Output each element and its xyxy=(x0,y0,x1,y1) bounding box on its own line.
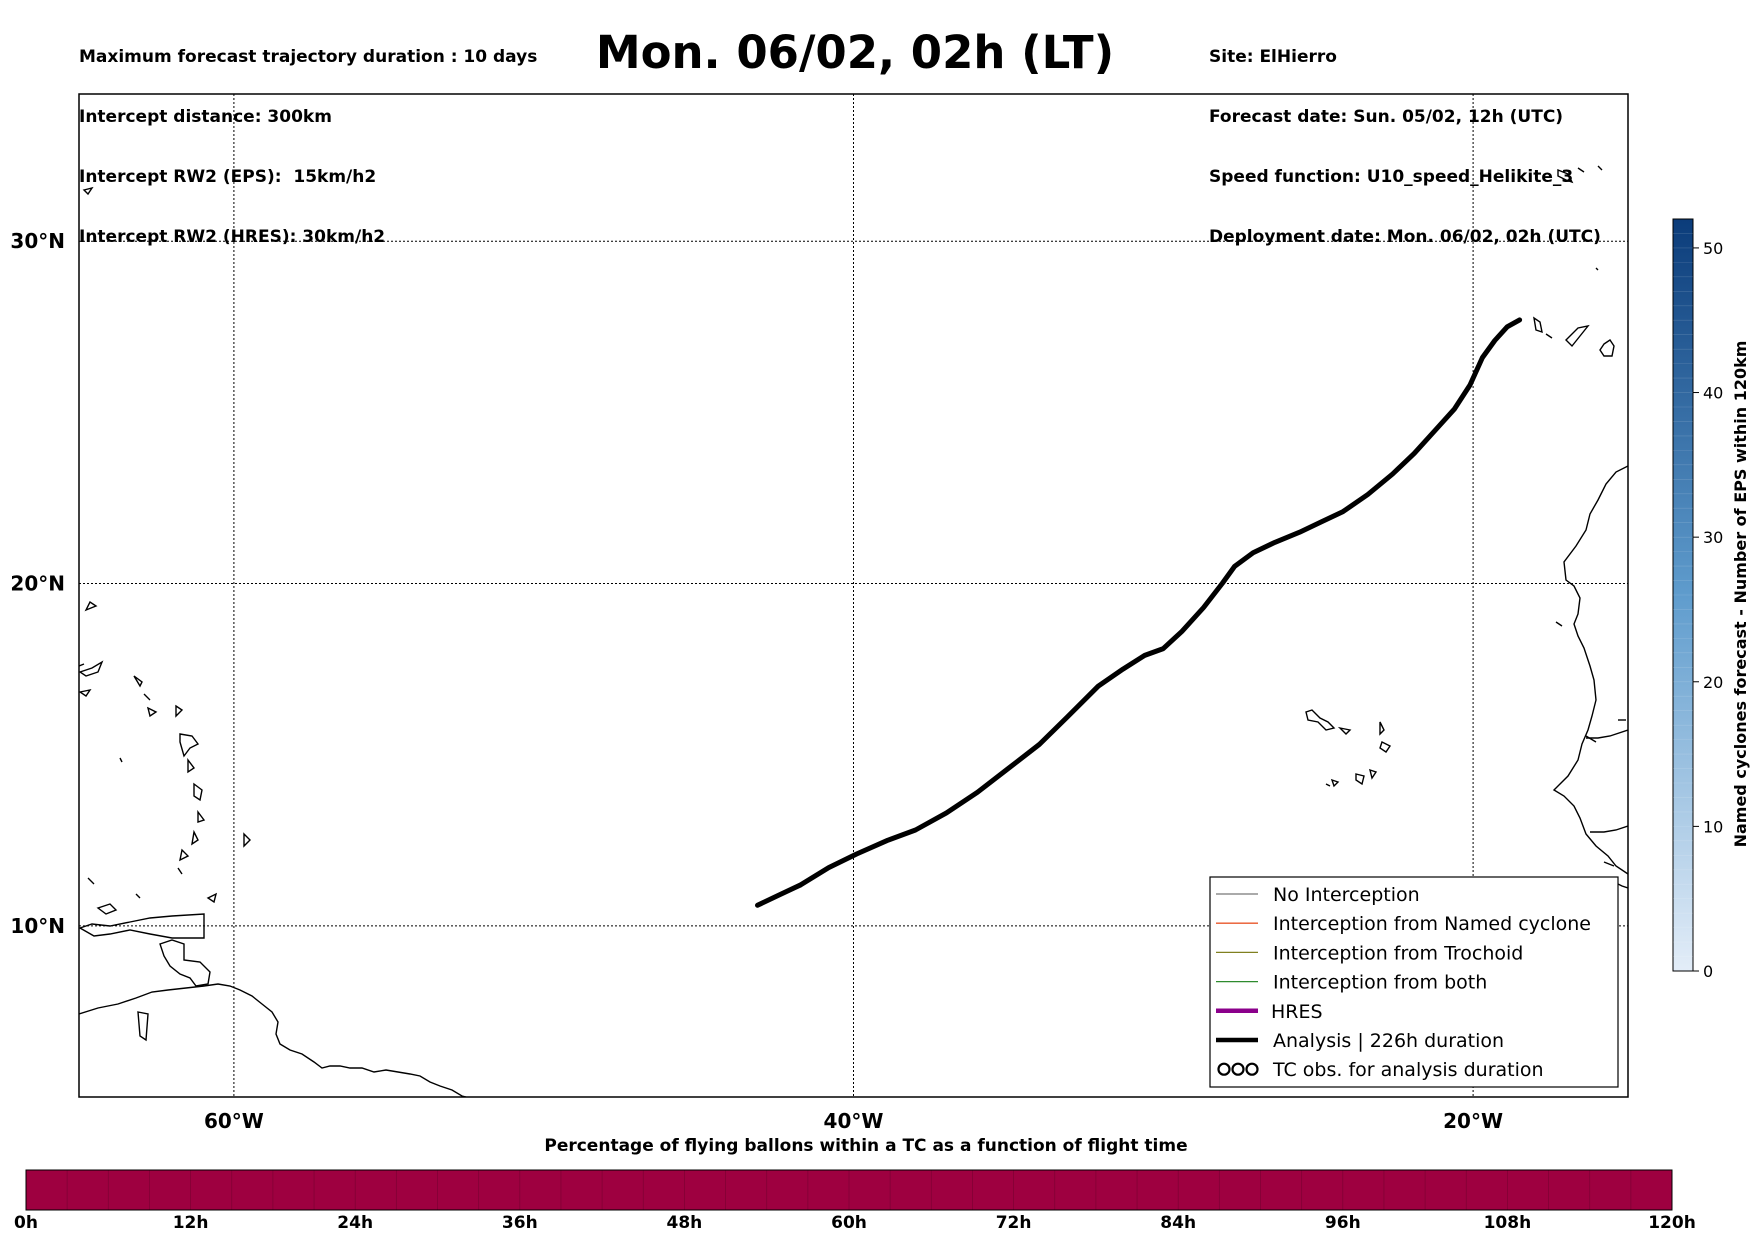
time-bar-tick-label: 84h xyxy=(1160,1213,1197,1233)
time-bar-tick-label: 0h xyxy=(14,1213,38,1233)
colorbar-label: Named cyclones forecast - Number of EPS … xyxy=(1731,341,1750,848)
deployment-info: Site: ElHierro Forecast date: Sun. 05/02… xyxy=(1209,7,1601,267)
coastline-africa xyxy=(1552,465,1628,875)
colorbar-scale xyxy=(1672,218,1694,972)
legend-box xyxy=(1209,876,1619,1088)
axis-ticks: 60°W 40°W 20°W 30°N 20°N 10°N xyxy=(10,229,1503,1133)
coastline-south-america xyxy=(79,983,467,1097)
colorbar-tick-label: 30 xyxy=(1703,528,1723,547)
legend-label: No Interception xyxy=(1273,884,1420,906)
legend: No Interception Interception from Named c… xyxy=(1209,876,1619,1088)
legend-label: Interception from both xyxy=(1273,972,1487,994)
time-bar-title: Percentage of flying ballons within a TC… xyxy=(544,1136,1188,1156)
latitude-label: 30°N xyxy=(10,229,65,253)
time-bar-tick-label: 36h xyxy=(501,1213,538,1233)
coastline-canary-islands xyxy=(1533,316,1543,334)
colorbar-tick-label: 0 xyxy=(1703,962,1713,981)
time-bar-tick-label: 96h xyxy=(1324,1213,1361,1233)
info-line: Forecast date: Sun. 05/02, 12h (UTC) xyxy=(1209,107,1564,127)
info-line: Site: ElHierro xyxy=(1209,47,1337,67)
longitude-label: 60°W xyxy=(204,1109,264,1133)
info-line: Intercept distance: 300km xyxy=(79,107,332,127)
info-line: Maximum forecast trajectory duration : 1… xyxy=(79,47,538,67)
flight-time-bar xyxy=(25,1169,1673,1211)
colorbar-tick-label: 10 xyxy=(1703,817,1723,836)
info-line: Intercept RW2 (HRES): 30km/h2 xyxy=(79,227,386,247)
time-bar-tick-label: 108h xyxy=(1483,1213,1532,1233)
analysis-trajectory-line xyxy=(755,317,1523,908)
time-bar-tick-label: 48h xyxy=(666,1213,703,1233)
legend-label: HRES xyxy=(1271,1001,1323,1023)
longitude-label: 40°W xyxy=(824,1109,884,1133)
map-title: Mon. 06/02, 02h (LT) xyxy=(595,26,1115,79)
tc-observation-symbol xyxy=(1231,1062,1245,1076)
info-line: Intercept RW2 (EPS): 15km/h2 xyxy=(79,167,377,187)
time-bar-tick-label: 72h xyxy=(995,1213,1032,1233)
forecast-settings-info: Maximum forecast trajectory duration : 1… xyxy=(79,7,537,267)
tc-observation-symbol xyxy=(1245,1062,1259,1076)
map-frame xyxy=(78,93,1629,1098)
graticule xyxy=(79,94,1628,1097)
cyclone-colorbar: 0 10 20 30 40 50 Named cyclones forecast - Nu… xyxy=(1672,218,1750,981)
info-line: Speed function: U10_speed_Helikite_3 xyxy=(1209,167,1574,187)
coastline-cape-verde xyxy=(1305,709,1336,731)
time-bar-fill xyxy=(25,1169,1673,1211)
time-bar-tick-label: 24h xyxy=(337,1213,374,1233)
coastline-trinidad xyxy=(159,939,211,987)
legend-label: TC obs. for analysis duration xyxy=(1272,1059,1544,1081)
legend-label: Interception from Named cyclone xyxy=(1273,913,1591,935)
colorbar-tick-label: 40 xyxy=(1703,384,1723,403)
time-bar-tick-label: 120h xyxy=(1648,1213,1696,1233)
tc-observation-symbol xyxy=(1217,1062,1231,1076)
info-line: Deployment date: Mon. 06/02, 02h (UTC) xyxy=(1209,227,1601,247)
latitude-label: 10°N xyxy=(10,914,65,938)
legend-label: Interception from Trochoid xyxy=(1273,942,1523,964)
colorbar-tick-label: 20 xyxy=(1703,673,1723,692)
longitude-label: 20°W xyxy=(1443,1109,1503,1133)
time-bar-tick-label: 12h xyxy=(172,1213,209,1233)
legend-label: Analysis | 226h duration xyxy=(1273,1030,1504,1052)
coastlines xyxy=(79,165,1628,1097)
colorbar-tick-label: 50 xyxy=(1703,239,1723,258)
latitude-label: 20°N xyxy=(10,572,65,596)
time-bar-tick-label: 60h xyxy=(831,1213,867,1233)
